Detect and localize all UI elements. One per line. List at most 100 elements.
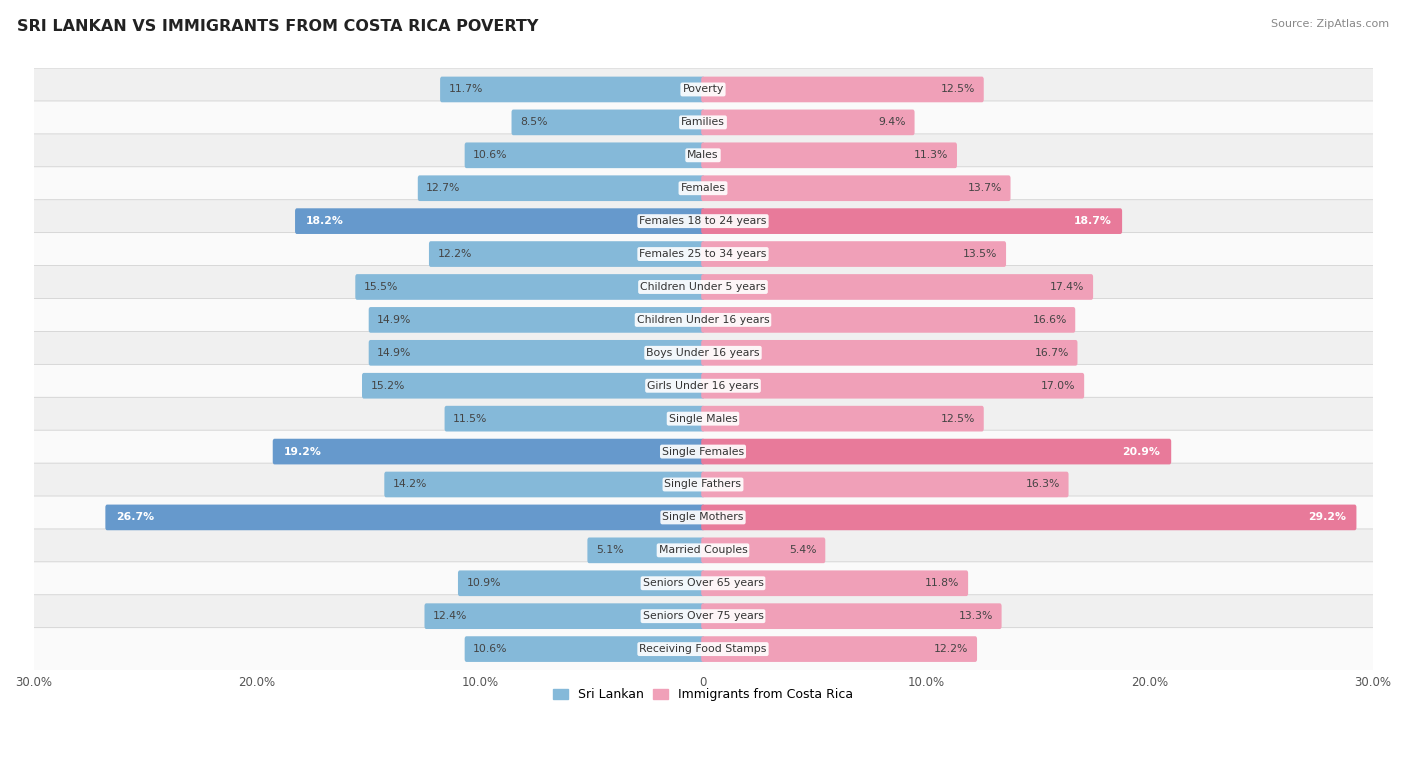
FancyBboxPatch shape [702, 406, 984, 431]
Text: Single Fathers: Single Fathers [665, 480, 741, 490]
FancyBboxPatch shape [702, 143, 957, 168]
FancyBboxPatch shape [440, 77, 704, 102]
Text: 12.5%: 12.5% [941, 84, 976, 95]
Text: 26.7%: 26.7% [117, 512, 155, 522]
FancyBboxPatch shape [273, 439, 704, 465]
FancyBboxPatch shape [368, 307, 704, 333]
FancyBboxPatch shape [425, 603, 704, 629]
Text: Children Under 16 years: Children Under 16 years [637, 315, 769, 325]
Text: 16.3%: 16.3% [1026, 480, 1060, 490]
Text: 11.3%: 11.3% [914, 150, 949, 160]
FancyBboxPatch shape [20, 68, 1386, 111]
Text: 15.5%: 15.5% [364, 282, 398, 292]
FancyBboxPatch shape [702, 439, 1171, 465]
Text: 10.6%: 10.6% [474, 644, 508, 654]
Text: Females 25 to 34 years: Females 25 to 34 years [640, 249, 766, 259]
FancyBboxPatch shape [702, 340, 1077, 365]
Text: Seniors Over 65 years: Seniors Over 65 years [643, 578, 763, 588]
FancyBboxPatch shape [20, 595, 1386, 637]
Text: Females: Females [681, 183, 725, 193]
Text: 17.4%: 17.4% [1050, 282, 1084, 292]
Text: Married Couples: Married Couples [658, 545, 748, 556]
FancyBboxPatch shape [702, 373, 1084, 399]
FancyBboxPatch shape [464, 143, 704, 168]
FancyBboxPatch shape [20, 397, 1386, 440]
FancyBboxPatch shape [429, 241, 704, 267]
Text: 10.6%: 10.6% [474, 150, 508, 160]
FancyBboxPatch shape [105, 505, 704, 531]
Text: 19.2%: 19.2% [284, 446, 322, 456]
FancyBboxPatch shape [20, 331, 1386, 374]
Text: 9.4%: 9.4% [879, 117, 905, 127]
Text: Single Mothers: Single Mothers [662, 512, 744, 522]
Text: Receiving Food Stamps: Receiving Food Stamps [640, 644, 766, 654]
FancyBboxPatch shape [588, 537, 704, 563]
Text: 10.9%: 10.9% [467, 578, 501, 588]
Text: 5.4%: 5.4% [789, 545, 817, 556]
Text: 20.9%: 20.9% [1122, 446, 1160, 456]
Text: 13.3%: 13.3% [959, 611, 993, 621]
FancyBboxPatch shape [20, 299, 1386, 341]
FancyBboxPatch shape [20, 628, 1386, 671]
Text: 18.2%: 18.2% [305, 216, 343, 226]
FancyBboxPatch shape [702, 603, 1001, 629]
FancyBboxPatch shape [702, 175, 1011, 201]
FancyBboxPatch shape [20, 101, 1386, 144]
FancyBboxPatch shape [702, 636, 977, 662]
Text: Seniors Over 75 years: Seniors Over 75 years [643, 611, 763, 621]
FancyBboxPatch shape [20, 167, 1386, 210]
FancyBboxPatch shape [20, 496, 1386, 539]
FancyBboxPatch shape [512, 110, 704, 135]
Text: 8.5%: 8.5% [520, 117, 547, 127]
FancyBboxPatch shape [20, 529, 1386, 572]
Text: Males: Males [688, 150, 718, 160]
FancyBboxPatch shape [20, 265, 1386, 309]
FancyBboxPatch shape [702, 505, 1357, 531]
Text: Source: ZipAtlas.com: Source: ZipAtlas.com [1271, 19, 1389, 29]
Text: 13.7%: 13.7% [967, 183, 1002, 193]
Text: Single Females: Single Females [662, 446, 744, 456]
Text: 12.5%: 12.5% [941, 414, 976, 424]
FancyBboxPatch shape [458, 571, 704, 596]
FancyBboxPatch shape [20, 365, 1386, 407]
Text: 14.2%: 14.2% [392, 480, 427, 490]
Text: 11.5%: 11.5% [453, 414, 488, 424]
FancyBboxPatch shape [368, 340, 704, 365]
FancyBboxPatch shape [702, 471, 1069, 497]
FancyBboxPatch shape [295, 208, 704, 234]
FancyBboxPatch shape [702, 274, 1092, 300]
Text: 16.6%: 16.6% [1032, 315, 1067, 325]
FancyBboxPatch shape [20, 431, 1386, 473]
Text: 12.4%: 12.4% [433, 611, 467, 621]
FancyBboxPatch shape [418, 175, 704, 201]
Text: 12.2%: 12.2% [437, 249, 472, 259]
Text: SRI LANKAN VS IMMIGRANTS FROM COSTA RICA POVERTY: SRI LANKAN VS IMMIGRANTS FROM COSTA RICA… [17, 19, 538, 34]
FancyBboxPatch shape [20, 134, 1386, 177]
FancyBboxPatch shape [702, 77, 984, 102]
Text: 12.7%: 12.7% [426, 183, 461, 193]
FancyBboxPatch shape [20, 233, 1386, 275]
FancyBboxPatch shape [702, 208, 1122, 234]
Text: 5.1%: 5.1% [596, 545, 623, 556]
FancyBboxPatch shape [384, 471, 704, 497]
Text: 12.2%: 12.2% [934, 644, 969, 654]
Text: Poverty: Poverty [682, 84, 724, 95]
Legend: Sri Lankan, Immigrants from Costa Rica: Sri Lankan, Immigrants from Costa Rica [547, 684, 859, 706]
Text: Females 18 to 24 years: Females 18 to 24 years [640, 216, 766, 226]
Text: 16.7%: 16.7% [1035, 348, 1069, 358]
FancyBboxPatch shape [356, 274, 704, 300]
FancyBboxPatch shape [702, 571, 969, 596]
FancyBboxPatch shape [361, 373, 704, 399]
FancyBboxPatch shape [702, 110, 914, 135]
FancyBboxPatch shape [702, 307, 1076, 333]
FancyBboxPatch shape [444, 406, 704, 431]
Text: 11.7%: 11.7% [449, 84, 484, 95]
Text: Boys Under 16 years: Boys Under 16 years [647, 348, 759, 358]
FancyBboxPatch shape [20, 200, 1386, 243]
Text: 13.5%: 13.5% [963, 249, 998, 259]
Text: Children Under 5 years: Children Under 5 years [640, 282, 766, 292]
Text: Single Males: Single Males [669, 414, 737, 424]
Text: Girls Under 16 years: Girls Under 16 years [647, 381, 759, 390]
FancyBboxPatch shape [20, 562, 1386, 605]
FancyBboxPatch shape [702, 537, 825, 563]
